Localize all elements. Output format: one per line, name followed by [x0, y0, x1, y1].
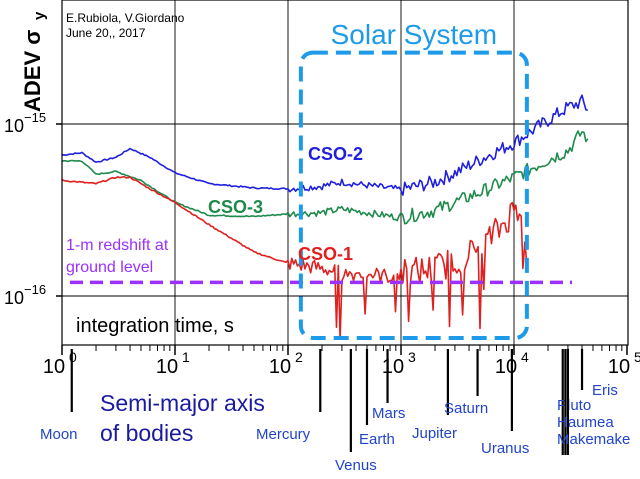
y-tick-label-1: 10 [4, 288, 24, 308]
credit-line-1: E.Rubiola, V.Giordano [66, 11, 185, 25]
chart-labels: ADEV σ y integration time, s E.Rubiola, V.G… [20, 11, 363, 337]
x-tick-exp-5: 5 [634, 349, 640, 365]
credit-line-2: June 20,, 2017 [66, 26, 146, 40]
x-axis-label: integration time, s [76, 315, 234, 337]
x-tick-exp-1: 1 [182, 349, 190, 365]
x-tick-exp-2: 2 [295, 349, 303, 365]
body-label-uranus: Uranus [481, 440, 529, 457]
x-tick-exp-3: 3 [408, 349, 416, 365]
body-label-mars: Mars [372, 405, 405, 422]
x-tick-label-1: 10 [156, 356, 178, 378]
body-label-earth: Earth [359, 431, 395, 448]
redshift-label-line1: 1-m redshift at [66, 237, 169, 254]
series-lines [61, 94, 589, 340]
series-cso-3 [61, 130, 589, 225]
y-tick-exp-1: −16 [24, 282, 46, 297]
y-tick-exp-0: −15 [24, 110, 46, 125]
plot-frame-rect [61, 0, 629, 346]
bodies-axis: Semi-major axis of bodies Moon Mercury Venus… [40, 349, 630, 474]
body-label-venus: Venus [335, 457, 377, 474]
grid-lines [62, 0, 628, 345]
x-tick-label-0: 10 [43, 356, 65, 378]
body-label-mercury: Mercury [256, 426, 311, 443]
series-label-cso-2: CSO-2 [308, 144, 363, 164]
x-tick-label-4: 10 [495, 356, 517, 378]
x-tick-label-5: 10 [608, 356, 630, 378]
plot-frame [61, 0, 629, 346]
solar-system-box: Solar System [298, 19, 529, 340]
x-tick-label-2: 10 [269, 356, 291, 378]
series-label-cso-3: CSO-3 [208, 197, 263, 217]
series-cso-2 [61, 94, 589, 196]
solar-system-dashed-box [298, 50, 529, 340]
series-label-cso-1: CSO-1 [298, 244, 353, 264]
body-label-haumea: Haumea [557, 414, 614, 431]
body-label-moon: Moon [40, 426, 78, 443]
body-label-pluto: Pluto [557, 397, 591, 414]
semi-major-axis-title-2: of bodies [100, 420, 193, 446]
body-label-makemake: Makemake [557, 431, 630, 448]
y-tick-label-0: 10 [4, 116, 24, 136]
y-axis-label: ADEV σ [20, 30, 45, 112]
x-tick-exp-4: 4 [521, 349, 529, 365]
body-label-saturn: Saturn [444, 400, 488, 417]
x-tick-label-3: 10 [382, 356, 404, 378]
y-axis-label-sub: y [31, 11, 48, 20]
body-label-eris: Eris [592, 382, 618, 399]
x-tick-exp-0: 0 [69, 349, 77, 365]
series-cso-1 [61, 175, 528, 340]
redshift-label-line2: ground level [66, 259, 153, 276]
solar-system-label: Solar System [331, 19, 498, 50]
body-label-jupiter: Jupiter [412, 425, 457, 442]
semi-major-axis-title-1: Semi-major axis [100, 390, 265, 416]
